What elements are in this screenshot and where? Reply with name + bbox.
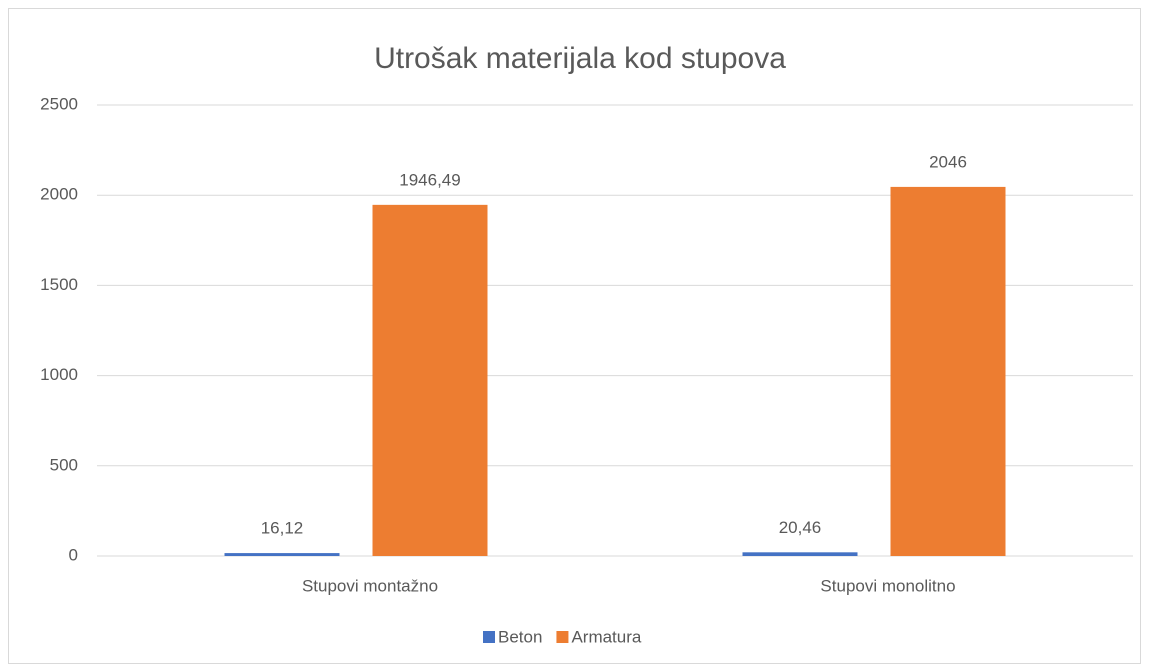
y-tick-label: 0 xyxy=(69,545,78,564)
data-label: 20,46 xyxy=(779,518,822,537)
chart-title: Utrošak materijala kod stupova xyxy=(374,42,786,75)
y-tick-label: 1000 xyxy=(40,365,78,384)
bar xyxy=(742,552,858,556)
y-tick-label: 2500 xyxy=(40,94,78,113)
legend-swatch xyxy=(483,631,495,643)
y-tick-label: 500 xyxy=(50,455,78,474)
bar xyxy=(224,553,340,556)
data-label: 1946,49 xyxy=(399,170,460,189)
x-tick-label: Stupovi monolitno xyxy=(820,576,955,595)
bar xyxy=(372,204,488,556)
bar xyxy=(890,186,1006,556)
y-tick-label: 2000 xyxy=(40,185,78,204)
legend-label: Armatura xyxy=(571,627,641,646)
legend-swatch xyxy=(556,631,569,643)
data-label: 16,12 xyxy=(261,519,304,538)
y-tick-label: 1500 xyxy=(40,275,78,294)
x-tick-label: Stupovi montažno xyxy=(302,576,438,595)
legend-label: Beton xyxy=(498,627,542,646)
data-label: 2046 xyxy=(929,152,967,171)
